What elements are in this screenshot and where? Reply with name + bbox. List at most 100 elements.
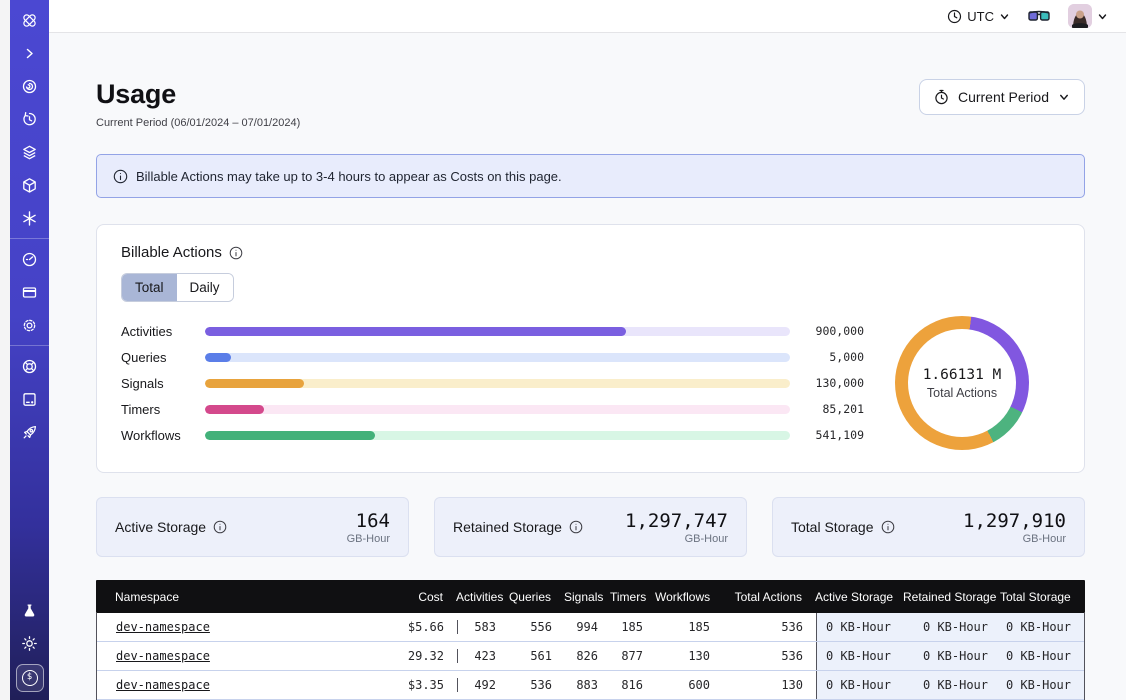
billing-card-icon[interactable] bbox=[16, 280, 43, 304]
col-active-storage: Active Storage bbox=[815, 589, 894, 604]
cell-signals: 994 bbox=[576, 620, 598, 634]
total-storage-value: 1,297,910 bbox=[963, 509, 1066, 532]
cell-cost: $5.66 bbox=[407, 620, 444, 634]
namespaces-icon[interactable] bbox=[16, 74, 43, 98]
col-timers: Timers bbox=[610, 589, 647, 604]
bar-value: 5,000 bbox=[829, 350, 864, 364]
settings-gear-icon[interactable] bbox=[16, 313, 43, 337]
cell-activities: 492 bbox=[457, 678, 509, 692]
tab-daily[interactable]: Daily bbox=[176, 274, 233, 301]
bar-fill bbox=[205, 352, 232, 362]
col-namespace: Namespace bbox=[115, 589, 180, 604]
history-icon[interactable] bbox=[16, 107, 43, 131]
cell-activities: 583 bbox=[457, 620, 509, 634]
bar-row-activities: Activities 900,000 bbox=[121, 322, 864, 341]
bar-row-queries: Queries 5,000 bbox=[121, 348, 864, 367]
billable-actions-card: Billable Actions Total Daily Activities … bbox=[96, 224, 1085, 473]
namespace-link[interactable]: dev-namespace bbox=[116, 649, 210, 663]
labs-flask-icon[interactable] bbox=[16, 598, 43, 622]
info-icon[interactable] bbox=[881, 520, 895, 534]
retained-storage-value: 1,297,747 bbox=[625, 509, 728, 532]
usage-cost-icon[interactable]: $ bbox=[15, 664, 44, 692]
page-subtitle: Current Period (06/01/2024 – 07/01/2024) bbox=[96, 117, 301, 129]
cell-active-storage: 0 KB-Hour bbox=[816, 642, 904, 670]
sidebar-group-main bbox=[10, 0, 49, 238]
timezone-selector[interactable]: UTC bbox=[947, 9, 1010, 24]
active-storage-unit: GB-Hour bbox=[346, 532, 390, 545]
collapse-chevron-icon[interactable] bbox=[16, 41, 43, 65]
bar-fill bbox=[205, 326, 627, 336]
tab-total[interactable]: Total bbox=[122, 274, 177, 301]
cell-queries: 536 bbox=[530, 678, 552, 692]
cell-timers: 877 bbox=[621, 649, 643, 663]
account-menu[interactable] bbox=[1068, 4, 1108, 28]
bar-label: Queries bbox=[121, 349, 167, 365]
table-row: dev-namespace 29.32 423 561 826 877 130 … bbox=[97, 642, 1084, 671]
bar-row-signals: Signals 130,000 bbox=[121, 374, 864, 393]
col-total-actions: Total Actions bbox=[734, 589, 802, 604]
bar-fill bbox=[205, 378, 305, 388]
bar-fill bbox=[205, 430, 375, 440]
dollar-coin-icon: $ bbox=[21, 670, 38, 686]
cube-icon[interactable] bbox=[16, 173, 43, 197]
cell-retained-storage: 0 KB-Hour bbox=[904, 642, 1001, 670]
layers-icon[interactable] bbox=[16, 140, 43, 164]
rocket-icon[interactable] bbox=[16, 420, 43, 444]
support-lifebuoy-icon[interactable] bbox=[16, 354, 43, 378]
bar-track bbox=[205, 430, 790, 440]
feedback-glasses-icon[interactable] bbox=[1028, 4, 1050, 28]
active-storage-value: 164 bbox=[355, 509, 390, 532]
cell-total-storage: 0 KB-Hour bbox=[1001, 671, 1084, 699]
namespace-link[interactable]: dev-namespace bbox=[116, 678, 210, 692]
namespace-link[interactable]: dev-namespace bbox=[116, 620, 210, 634]
info-icon[interactable] bbox=[229, 246, 243, 260]
cell-total-storage: 0 KB-Hour bbox=[1001, 613, 1084, 641]
theme-sun-icon[interactable] bbox=[16, 631, 43, 655]
bar-track bbox=[205, 326, 790, 336]
topbar: UTC bbox=[49, 0, 1126, 33]
cell-total-actions: 130 bbox=[781, 678, 803, 692]
info-banner: Billable Actions may take up to 3-4 hour… bbox=[96, 154, 1085, 198]
cell-timers: 816 bbox=[621, 678, 643, 692]
docs-book-icon[interactable] bbox=[16, 387, 43, 411]
bar-value: 85,201 bbox=[822, 402, 864, 416]
chevron-down-icon bbox=[1098, 13, 1107, 19]
sidebar-group-help bbox=[10, 345, 49, 452]
temporal-logo-icon[interactable] bbox=[16, 8, 43, 32]
total-storage-unit: GB-Hour bbox=[1022, 532, 1066, 545]
donut-total-value: 1.66131 M bbox=[922, 366, 1002, 383]
bar-track bbox=[205, 404, 790, 414]
cell-workflows: 130 bbox=[688, 649, 710, 663]
donut-chart: 1.66131 M Total Actions bbox=[895, 316, 1029, 450]
page-head: Usage Current Period (06/01/2024 – 07/01… bbox=[96, 79, 1085, 129]
period-selector-button[interactable]: Current Period bbox=[918, 79, 1085, 115]
asterisk-icon[interactable] bbox=[16, 206, 43, 230]
bar-value: 541,109 bbox=[815, 428, 864, 442]
retained-storage-label: Retained Storage bbox=[453, 519, 562, 535]
col-activities: Activities bbox=[456, 589, 504, 604]
billable-chart-area: Activities 900,000 Queries 5,000 Signals… bbox=[121, 316, 1060, 450]
content-area: UTC Usage Current Period (06/01/2024 – 0… bbox=[49, 0, 1126, 700]
usage-gauge-icon[interactable] bbox=[16, 247, 43, 271]
donut-caption: Total Actions bbox=[926, 385, 998, 400]
cell-active-storage: 0 KB-Hour bbox=[816, 671, 904, 699]
active-storage-label: Active Storage bbox=[115, 519, 207, 535]
donut-chart-wrap: 1.66131 M Total Actions bbox=[864, 316, 1060, 450]
cell-signals: 883 bbox=[576, 678, 598, 692]
cell-retained-storage: 0 KB-Hour bbox=[904, 613, 1001, 641]
retained-storage-unit: GB-Hour bbox=[684, 532, 728, 545]
main-panel: Usage Current Period (06/01/2024 – 07/01… bbox=[49, 33, 1126, 700]
col-queries: Queries bbox=[508, 589, 551, 604]
info-icon bbox=[113, 169, 128, 183]
chevron-down-icon bbox=[1000, 13, 1009, 19]
avatar bbox=[1068, 4, 1092, 28]
info-banner-text: Billable Actions may take up to 3-4 hour… bbox=[136, 168, 562, 184]
clock-icon bbox=[948, 9, 962, 23]
bar-track bbox=[205, 352, 790, 362]
sidebar: $ bbox=[10, 0, 49, 700]
timezone-label: UTC bbox=[967, 8, 994, 24]
cell-activities: 423 bbox=[457, 649, 509, 663]
info-icon[interactable] bbox=[569, 520, 583, 534]
info-icon[interactable] bbox=[213, 520, 227, 534]
cell-total-storage: 0 KB-Hour bbox=[1001, 642, 1084, 670]
